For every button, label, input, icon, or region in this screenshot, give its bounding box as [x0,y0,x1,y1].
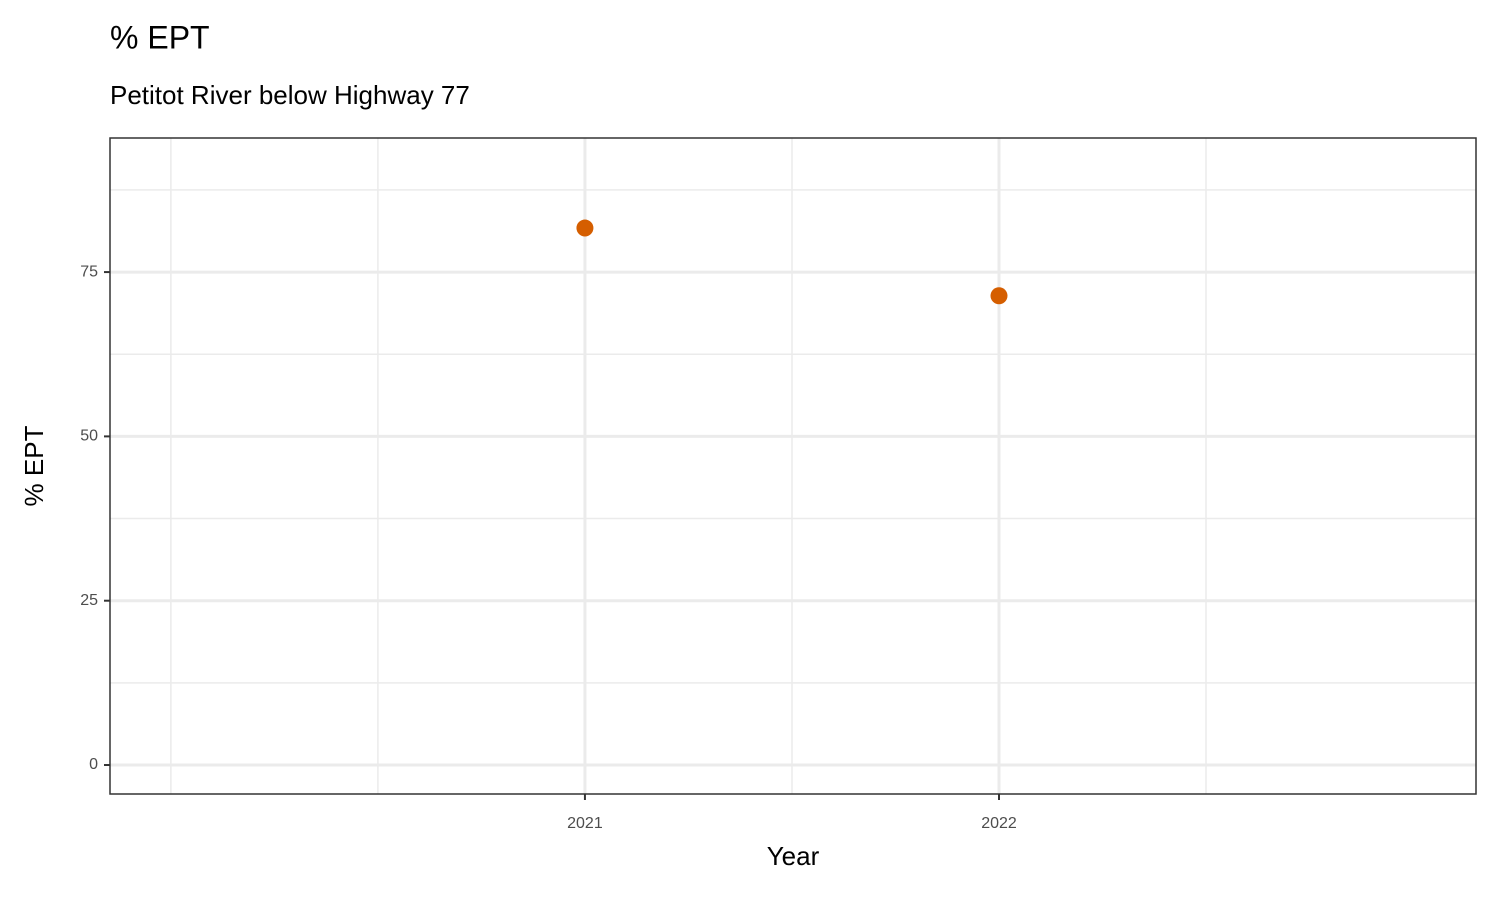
chart-title: % EPT [110,19,210,55]
x-tick-label: 2022 [981,815,1017,832]
y-tick-label: 50 [80,428,98,445]
point [576,219,594,237]
point [990,287,1008,305]
y-tick-label: 0 [89,756,98,773]
y-tick-label: 25 [80,592,98,609]
x-axis-title: Year [767,841,820,871]
chart-subtitle: Petitot River below Highway 77 [110,80,470,110]
y-axis-title: % EPT [19,425,49,506]
x-tick-label: 2021 [567,815,603,832]
y-tick-label: 75 [80,263,98,280]
panel-border [109,137,1477,795]
